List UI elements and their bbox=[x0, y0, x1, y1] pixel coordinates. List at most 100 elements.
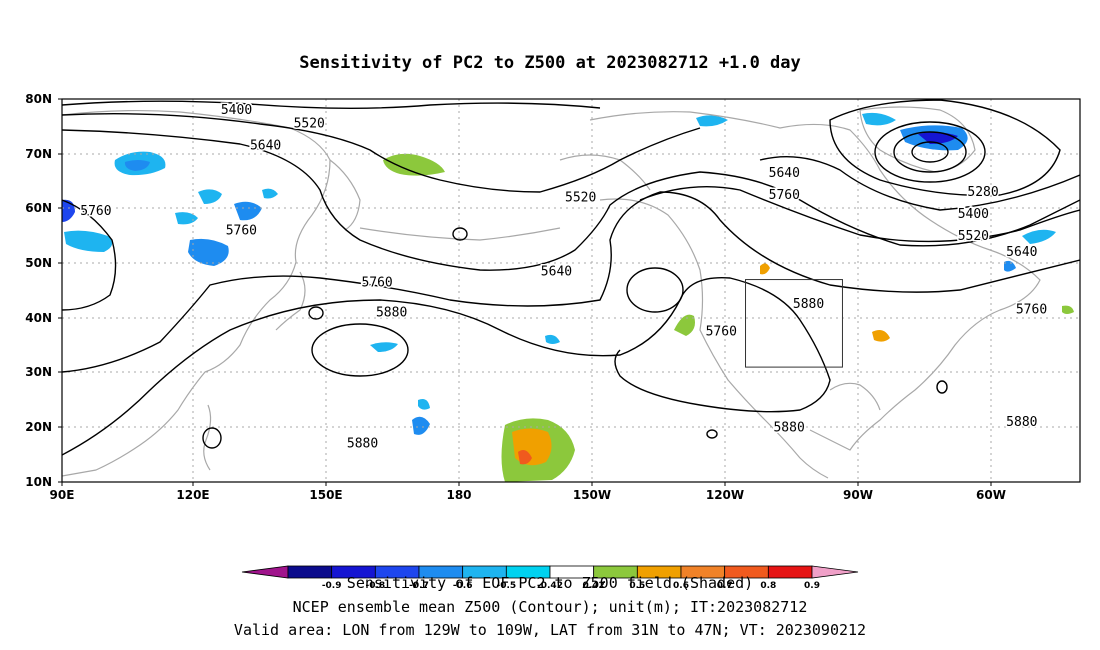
colorbar-label: 0.5 bbox=[629, 581, 645, 591]
contour-label: 5640 bbox=[1006, 245, 1037, 260]
map-frame bbox=[61, 98, 1081, 483]
contour-5400 bbox=[62, 100, 601, 109]
contour-label: 5880 bbox=[793, 297, 824, 312]
colorbar-label: -0.6 bbox=[453, 581, 473, 591]
contour-label: 5760 bbox=[1016, 303, 1047, 318]
lat-label-70n: 70N bbox=[25, 147, 52, 161]
lat-label-60n: 60N bbox=[25, 201, 52, 215]
coastline-japan bbox=[275, 271, 306, 331]
shaded-blue-manchuria-2 bbox=[234, 201, 262, 221]
contour-5760-east bbox=[62, 199, 117, 311]
colorbar-label: 0.42 bbox=[583, 581, 605, 591]
lon-label-120e: 120E bbox=[176, 488, 209, 502]
contour-label: 5880 bbox=[1006, 415, 1037, 430]
lat-label-40n: 40N bbox=[25, 311, 52, 325]
shaded-blue-pacific-2 bbox=[412, 416, 430, 435]
colorbar-label: -0.5 bbox=[496, 581, 516, 591]
contour-5520 bbox=[62, 112, 701, 193]
contour-small-high-mexico bbox=[706, 429, 718, 439]
colorbar-upper-extend bbox=[811, 565, 859, 579]
contour-label: 5640 bbox=[250, 139, 281, 154]
colorbar-label: 0.9 bbox=[804, 581, 820, 591]
lon-label-90w: 90W bbox=[843, 488, 873, 502]
contour-label: 5520 bbox=[958, 229, 989, 244]
contour-small-high-atlantic bbox=[936, 380, 948, 394]
colorbar: -0.9 -0.8 -0.7 -0.6 -0.5 -0.42 0.42 0.5 0.6 0.7 0.… bbox=[241, 565, 859, 591]
lat-label-50n: 50N bbox=[25, 256, 52, 270]
colorbar-label: -0.7 bbox=[409, 581, 429, 591]
graticule bbox=[62, 99, 1080, 482]
contour-label: 5520 bbox=[565, 190, 596, 205]
z500-contours bbox=[62, 99, 1080, 456]
shaded-orange-rockies bbox=[760, 263, 770, 275]
shaded-blue-west-2 bbox=[64, 230, 113, 252]
map-panel: 5400 5520 5640 5760 5760 5520 5640 5760 5880 5880… bbox=[25, 92, 1081, 502]
sensitivity-shading bbox=[62, 112, 1074, 482]
contour-label: 5880 bbox=[376, 305, 407, 320]
contour-label: 5760 bbox=[80, 204, 111, 219]
shaded-blue-pacific-1 bbox=[370, 342, 398, 352]
lat-label-20n: 20N bbox=[25, 420, 52, 434]
lon-label-150e: 150E bbox=[309, 488, 342, 502]
axis-ticks bbox=[58, 98, 992, 486]
contour-small-high-philippines bbox=[202, 427, 222, 449]
shaded-orange-central-pacific bbox=[512, 428, 552, 466]
footer-line-2: NCEP ensemble mean Z500 (Contour); unit(… bbox=[293, 598, 808, 616]
shaded-blue-west bbox=[62, 199, 75, 222]
latitude-labels: 80N 70N 60N 50N 40N 30N 20N 10N bbox=[25, 92, 52, 489]
shaded-blue-labrador bbox=[1022, 229, 1056, 244]
shaded-blue-pacific-4 bbox=[545, 334, 560, 344]
shaded-green-california bbox=[674, 314, 695, 336]
shaded-blue-mongolia-2 bbox=[175, 212, 198, 225]
colorbar-label: 0.7 bbox=[717, 581, 733, 591]
coastlines bbox=[62, 106, 1041, 479]
coastline-asia bbox=[62, 109, 331, 477]
shaded-red-central-pacific bbox=[518, 450, 532, 465]
shaded-blue-pacific-3 bbox=[418, 399, 430, 410]
shaded-green-arctic bbox=[383, 153, 445, 176]
lat-label-30n: 30N bbox=[25, 365, 52, 379]
contour-5400-canada bbox=[829, 99, 1061, 197]
colorbar-label: -0.9 bbox=[322, 581, 342, 591]
shaded-blue-arctic-canada bbox=[862, 112, 896, 126]
footer-line-1: Sensitivity of EOF PC2 to Z500 field (Sh… bbox=[347, 574, 753, 592]
contour-label: 5760 bbox=[706, 325, 737, 340]
shaded-blue-mongolia bbox=[188, 238, 229, 266]
coastline-kamchatka bbox=[329, 159, 361, 231]
contour-5760-main bbox=[62, 191, 1080, 373]
lon-label-120w: 120W bbox=[706, 488, 744, 502]
contour-label: 5760 bbox=[769, 188, 800, 203]
figure-title: Sensitivity of PC2 to Z500 at 2023082712… bbox=[299, 53, 801, 73]
contour-5880-pacific-high bbox=[626, 267, 684, 313]
contour-small-high-japan bbox=[308, 306, 324, 320]
contour-label: 5520 bbox=[294, 117, 325, 132]
lon-label-180: 180 bbox=[446, 488, 471, 502]
colorbar-lower-extend bbox=[241, 565, 289, 579]
map-background bbox=[62, 99, 1080, 482]
contour-label: 5280 bbox=[967, 185, 998, 200]
colorbar-label: 0.6 bbox=[673, 581, 689, 591]
contour-label: 5400 bbox=[221, 103, 252, 118]
lat-label-10n: 10N bbox=[25, 475, 52, 489]
contour-small-low-bering bbox=[452, 227, 468, 241]
contour-label: 5640 bbox=[769, 166, 800, 181]
colorbar-label: 0.8 bbox=[760, 581, 776, 591]
longitude-labels: 90E 120E 150E 180 150W 120W 90W 60W bbox=[50, 488, 1006, 502]
shaded-blue-alaska bbox=[696, 115, 728, 127]
contour-label: 5760 bbox=[361, 275, 392, 290]
shaded-orange-southeast bbox=[872, 330, 890, 342]
contour-label: 5880 bbox=[773, 420, 804, 435]
coastline-north-america bbox=[589, 111, 1041, 451]
lon-label-60w: 60W bbox=[976, 488, 1006, 502]
coastline-philippines bbox=[203, 404, 212, 471]
coastline-gulf bbox=[829, 382, 881, 411]
contour-5160-greenland-low bbox=[893, 131, 967, 173]
contour-label: 5760 bbox=[226, 223, 257, 238]
shaded-blue-newfoundland bbox=[1004, 260, 1016, 272]
contour-5280-greenland-low bbox=[874, 121, 986, 183]
lon-label-150w: 150W bbox=[573, 488, 611, 502]
lat-label-80n: 80N bbox=[25, 92, 52, 106]
shaded-green-atlantic bbox=[1062, 305, 1074, 314]
colorbar-box bbox=[767, 565, 813, 579]
